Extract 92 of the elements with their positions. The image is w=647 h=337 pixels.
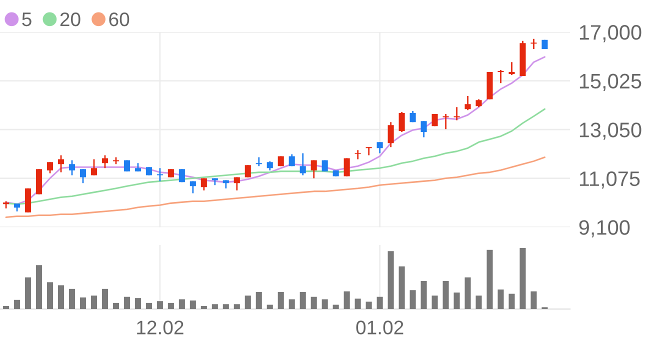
candlestick — [266, 160, 273, 172]
bar — [344, 291, 350, 310]
candlestick — [102, 154, 108, 169]
y-tick-label: 9,100 — [579, 220, 630, 238]
candlestick — [376, 141, 383, 154]
candlestick — [244, 164, 251, 178]
bar — [124, 296, 130, 310]
candlestick — [90, 158, 98, 176]
candlestick — [322, 160, 328, 172]
bar — [376, 296, 383, 310]
bar — [420, 280, 427, 310]
y-tick-label: 15,025 — [580, 74, 642, 92]
candlestick — [310, 160, 317, 179]
bar — [332, 304, 339, 310]
candlestick — [442, 113, 449, 130]
y-tick-label: 13,050 — [580, 122, 642, 140]
candlestick — [464, 95, 471, 111]
candlestick — [58, 154, 64, 173]
bar — [486, 250, 493, 310]
bar — [156, 301, 163, 310]
x-tick-label: 12.02 — [137, 320, 184, 334]
bar — [442, 280, 449, 310]
bar — [244, 296, 251, 310]
candlestick — [388, 121, 394, 148]
candlestick — [498, 69, 504, 84]
bar — [388, 251, 394, 310]
candlestick — [68, 160, 76, 176]
candlestick — [398, 111, 405, 133]
candlestick — [200, 178, 207, 192]
candlestick — [234, 176, 240, 192]
bar — [476, 296, 482, 310]
candlestick — [508, 61, 515, 76]
candlestick — [156, 167, 163, 182]
candlestick — [190, 180, 196, 194]
bar — [398, 266, 405, 310]
candlestick — [344, 158, 350, 177]
bar — [278, 292, 284, 310]
bar — [410, 290, 416, 310]
bar — [464, 277, 471, 310]
candlestick — [420, 120, 427, 138]
bar — [288, 299, 295, 310]
candlestick — [530, 38, 537, 50]
bar — [46, 282, 54, 310]
bar — [498, 290, 504, 310]
bar — [366, 302, 372, 310]
bar — [3, 306, 10, 310]
legend-label: 60 — [109, 12, 130, 26]
bar — [310, 296, 317, 310]
bar — [90, 296, 98, 310]
bar — [146, 302, 152, 310]
legend-label: 5 — [22, 12, 32, 26]
y-tick-label: 17,000 — [580, 25, 642, 42]
candlestick — [300, 152, 306, 176]
bar — [134, 298, 141, 310]
bar — [58, 285, 64, 310]
bar — [178, 299, 185, 310]
y-tick-label: 11,075 — [580, 171, 640, 189]
candlestick — [80, 168, 86, 184]
candlestick — [124, 160, 130, 172]
bar — [36, 265, 42, 310]
bar — [102, 288, 108, 310]
bar — [266, 304, 273, 310]
bar — [200, 306, 207, 310]
candlestick — [366, 146, 372, 156]
bar — [300, 292, 306, 310]
bar — [234, 304, 240, 310]
candlestick — [256, 156, 262, 167]
bar — [256, 292, 262, 310]
candlestick — [454, 106, 460, 121]
bar — [80, 297, 86, 310]
bar — [212, 304, 218, 310]
x-tick-label: 01.02 — [356, 320, 404, 334]
bar — [25, 277, 32, 310]
bar — [14, 300, 20, 310]
bar — [190, 300, 196, 310]
bar — [322, 299, 328, 310]
candlestick — [25, 188, 32, 214]
bar — [520, 248, 526, 310]
candlestick — [178, 168, 185, 183]
bar — [454, 292, 460, 310]
line-series — [5, 156, 546, 218]
legend-label: 20 — [60, 12, 80, 26]
candlestick — [46, 161, 54, 174]
bar — [112, 302, 120, 310]
bar — [222, 304, 229, 310]
bar — [168, 302, 174, 310]
bar — [432, 296, 438, 310]
candlestick — [432, 113, 438, 127]
bar — [508, 294, 515, 310]
bar — [354, 298, 361, 310]
bar — [68, 288, 76, 310]
bar — [530, 291, 537, 310]
